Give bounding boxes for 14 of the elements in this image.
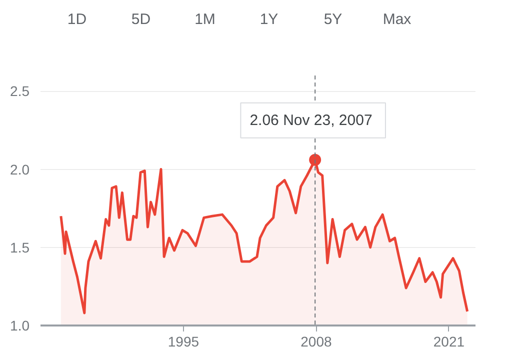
text: 1D xyxy=(66,10,88,30)
text: Max xyxy=(382,10,412,30)
x-tick-label: 1995 xyxy=(168,334,200,350)
text: 1M xyxy=(194,10,216,30)
text: 5D xyxy=(130,10,152,30)
y-tick-label: 1.0 xyxy=(10,318,30,334)
text: 5Y xyxy=(322,10,344,30)
y-tick-label: 1.5 xyxy=(10,239,30,256)
x-tick-label: 2008 xyxy=(300,334,332,350)
text: 1Y xyxy=(258,10,280,30)
y-tick-label: 2.0 xyxy=(10,161,30,178)
y-tick-label: 2.5 xyxy=(10,83,30,100)
x-tick-label: 2021 xyxy=(433,334,465,350)
annotation: 2.06 Nov 23, 2007 xyxy=(250,112,372,129)
